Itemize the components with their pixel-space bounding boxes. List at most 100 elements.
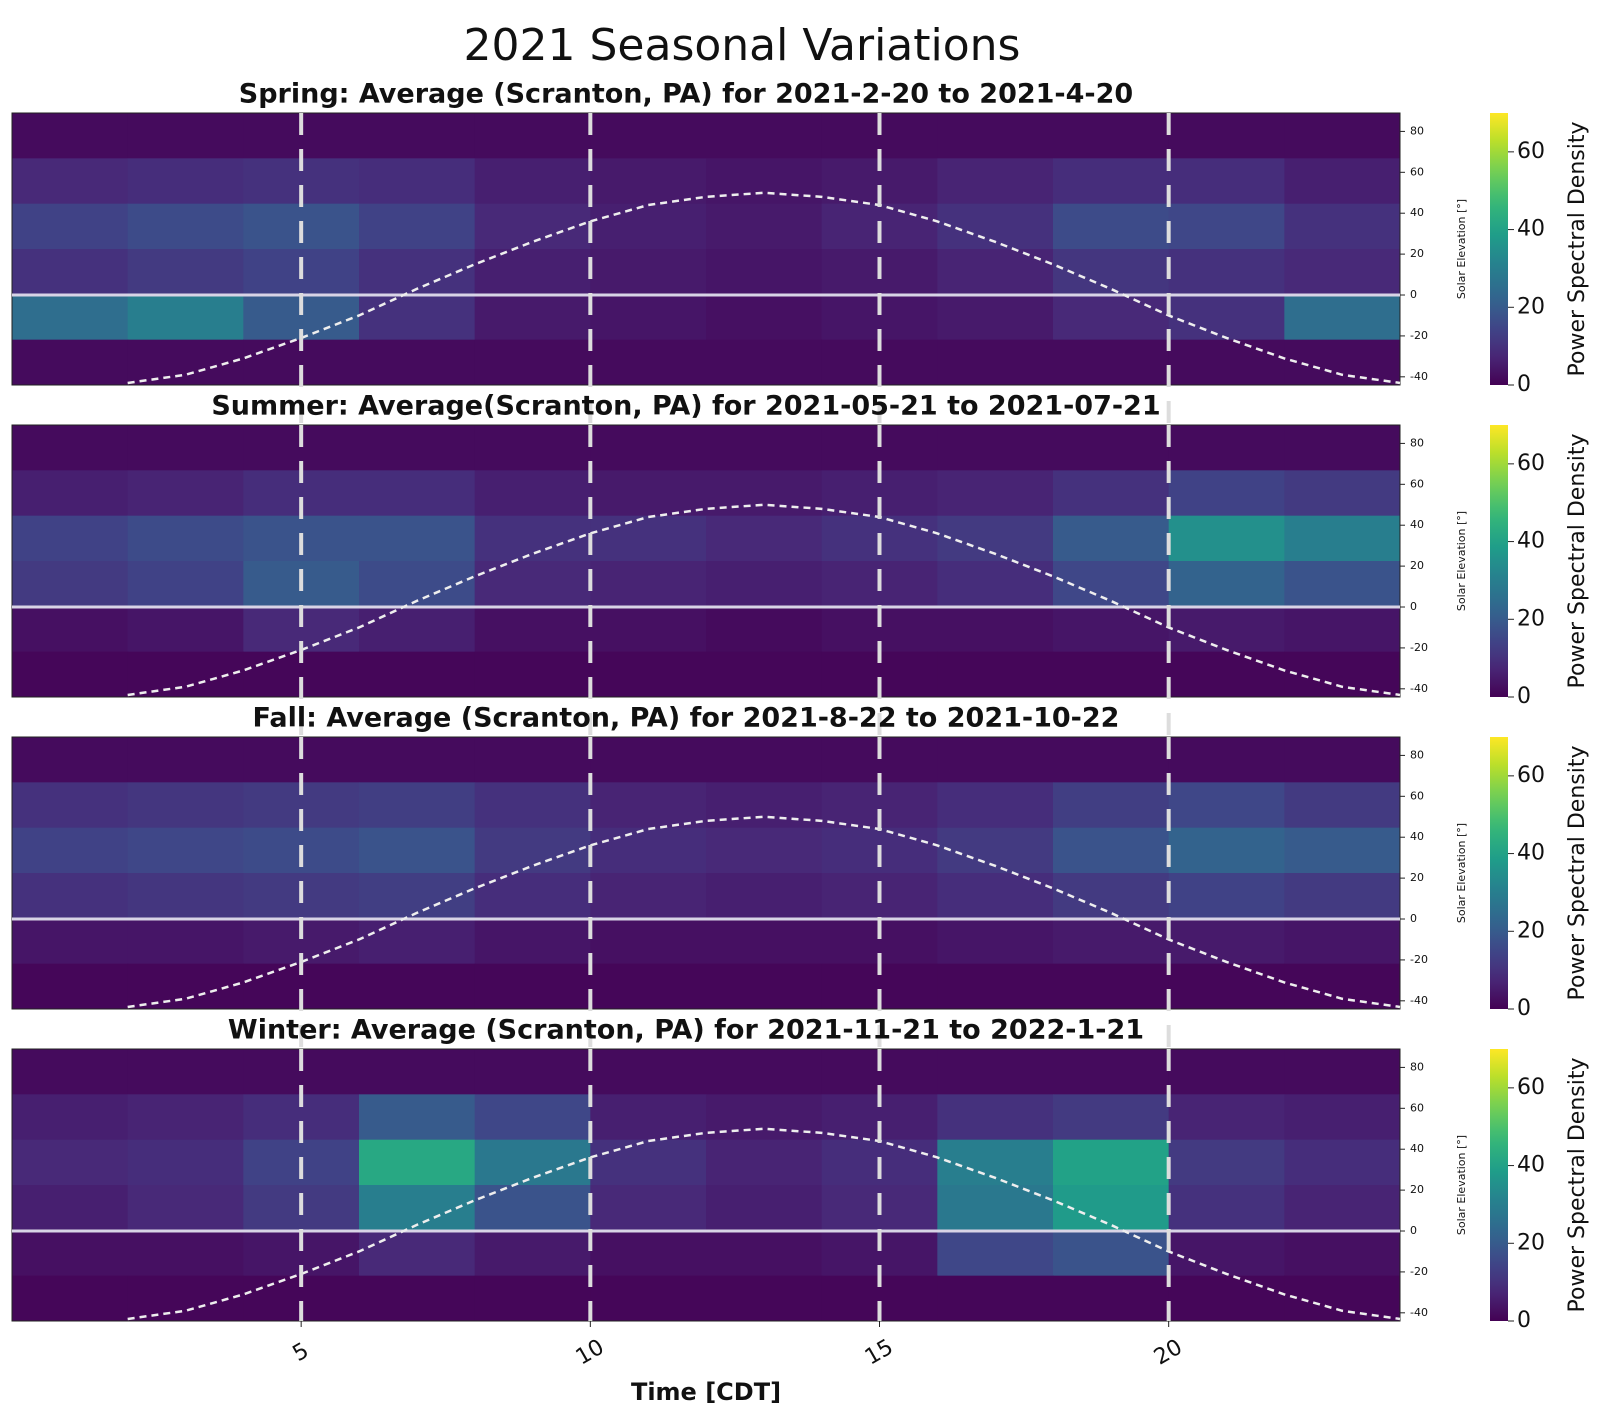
heatmap-cell: [590, 470, 706, 516]
y2-tick-label: 20: [1410, 559, 1424, 572]
heatmap-cell: [937, 964, 1053, 1010]
heatmap-cell: [12, 204, 128, 250]
y2-tick-label: 80: [1410, 1060, 1424, 1073]
heatmap-cell: [1284, 1276, 1400, 1322]
heatmap-cell: [1284, 652, 1400, 698]
heatmap-cell: [1169, 652, 1285, 698]
heatmap-cell: [475, 470, 591, 516]
heatmap-cell: [475, 873, 591, 919]
heatmap-cell: [1284, 158, 1400, 204]
heatmap-cell: [937, 340, 1053, 386]
heatmap-cell: [937, 737, 1053, 783]
heatmap-cell: [128, 516, 244, 562]
heatmap-cell: [590, 606, 706, 652]
colorbar-tick-label: 0: [1517, 684, 1531, 709]
heatmap-cell: [128, 606, 244, 652]
heatmap-cell: [1053, 294, 1169, 340]
heatmap-cell: [1169, 249, 1285, 295]
heatmap-cell: [1053, 964, 1169, 1010]
heatmap-cell: [706, 964, 822, 1010]
heatmap-cell: [12, 1276, 128, 1322]
colorbar-tick-label: 60: [1517, 451, 1545, 476]
heatmap-cell: [590, 561, 706, 607]
heatmap-cell: [1169, 737, 1285, 783]
y2-tick-label: -20: [1410, 953, 1428, 966]
y2-tick-label: 60: [1410, 165, 1424, 178]
heatmap-cell: [1284, 425, 1400, 471]
panel-title: Fall: Average (Scranton, PA) for 2021-8-…: [253, 703, 1120, 734]
heatmap-cell: [1284, 294, 1400, 340]
heatmap-cell: [128, 1230, 244, 1276]
heatmap-cell: [1169, 918, 1285, 964]
heatmap-cell: [359, 204, 475, 250]
heatmap-cell: [1053, 158, 1169, 204]
heatmap-cell: [128, 561, 244, 607]
heatmap-cell: [475, 425, 591, 471]
heatmap-cell: [475, 1185, 591, 1231]
heatmap-cell: [1169, 113, 1285, 159]
heatmap-cell: [12, 737, 128, 783]
heatmap-cell: [1284, 1049, 1400, 1095]
heatmap-cell: [590, 828, 706, 874]
colorbar-tick-label: 20: [1517, 918, 1545, 943]
heatmap-cell: [359, 652, 475, 698]
heatmap-cell: [590, 249, 706, 295]
heatmap-cell: [359, 737, 475, 783]
heatmap-cell: [1284, 737, 1400, 783]
heatmap-cell: [706, 113, 822, 159]
heatmap-cell: [128, 828, 244, 874]
heatmap-cell: [1053, 1094, 1169, 1140]
heatmap-cell: [937, 873, 1053, 919]
heatmap-cell: [937, 606, 1053, 652]
y2-tick-label: -20: [1410, 329, 1428, 342]
heatmap-cell: [1284, 782, 1400, 828]
heatmap-cell: [1284, 1185, 1400, 1231]
heatmap-cell: [1053, 425, 1169, 471]
colorbar-label: Power Spectral Density: [1565, 1058, 1590, 1313]
heatmap-cell: [1169, 561, 1285, 607]
heatmap-cell: [1169, 158, 1285, 204]
heatmap-cell: [475, 652, 591, 698]
heatmap-cell: [590, 158, 706, 204]
heatmap-cell: [475, 606, 591, 652]
colorbar-tick-label: 40: [1517, 529, 1545, 554]
heatmap-cell: [128, 470, 244, 516]
colorbar-tick-label: 60: [1517, 763, 1545, 788]
heatmap-cell: [590, 204, 706, 250]
colorbar-label: Power Spectral Density: [1565, 746, 1590, 1001]
heatmap-cell: [128, 294, 244, 340]
heatmap-cell: [359, 828, 475, 874]
y2-axis-label: Solar Elevation [°]: [1455, 823, 1468, 923]
heatmap-cell: [12, 918, 128, 964]
heatmap-cell: [1284, 1094, 1400, 1140]
colorbar-tick-label: 0: [1517, 372, 1531, 397]
figure-title: 2021 Seasonal Variations: [464, 20, 1021, 71]
heatmap-cell: [359, 425, 475, 471]
heatmap-cell: [359, 918, 475, 964]
heatmap-cell: [1053, 204, 1169, 250]
heatmap-cell: [475, 964, 591, 1010]
panel-title: Spring: Average (Scranton, PA) for 2021-…: [239, 79, 1133, 110]
heatmap-cell: [128, 1049, 244, 1095]
heatmap-cell: [706, 470, 822, 516]
heatmap-cell: [590, 340, 706, 386]
heatmap-cell: [1284, 113, 1400, 159]
heatmap-cell: [475, 340, 591, 386]
heatmap-cell: [590, 918, 706, 964]
colorbar-tick-label: 0: [1517, 1308, 1531, 1333]
heatmap-cell: [1053, 918, 1169, 964]
y2-tick-label: -40: [1410, 370, 1428, 383]
heatmap-cell: [706, 425, 822, 471]
colorbar-label: Power Spectral Density: [1565, 122, 1590, 377]
y2-tick-label: 40: [1410, 518, 1424, 531]
heatmap-cell: [475, 918, 591, 964]
colorbar-tick-label: 20: [1517, 294, 1545, 319]
heatmap-cell: [590, 1140, 706, 1186]
heatmap-cell: [706, 516, 822, 562]
panel-title: Summer: Average(Scranton, PA) for 2021-0…: [211, 391, 1160, 422]
heatmap-cell: [359, 1140, 475, 1186]
y2-tick-label: -40: [1410, 994, 1428, 1007]
heatmap-cell: [12, 782, 128, 828]
x-tick-label: 20: [1150, 1335, 1187, 1371]
y2-tick-label: 40: [1410, 830, 1424, 843]
